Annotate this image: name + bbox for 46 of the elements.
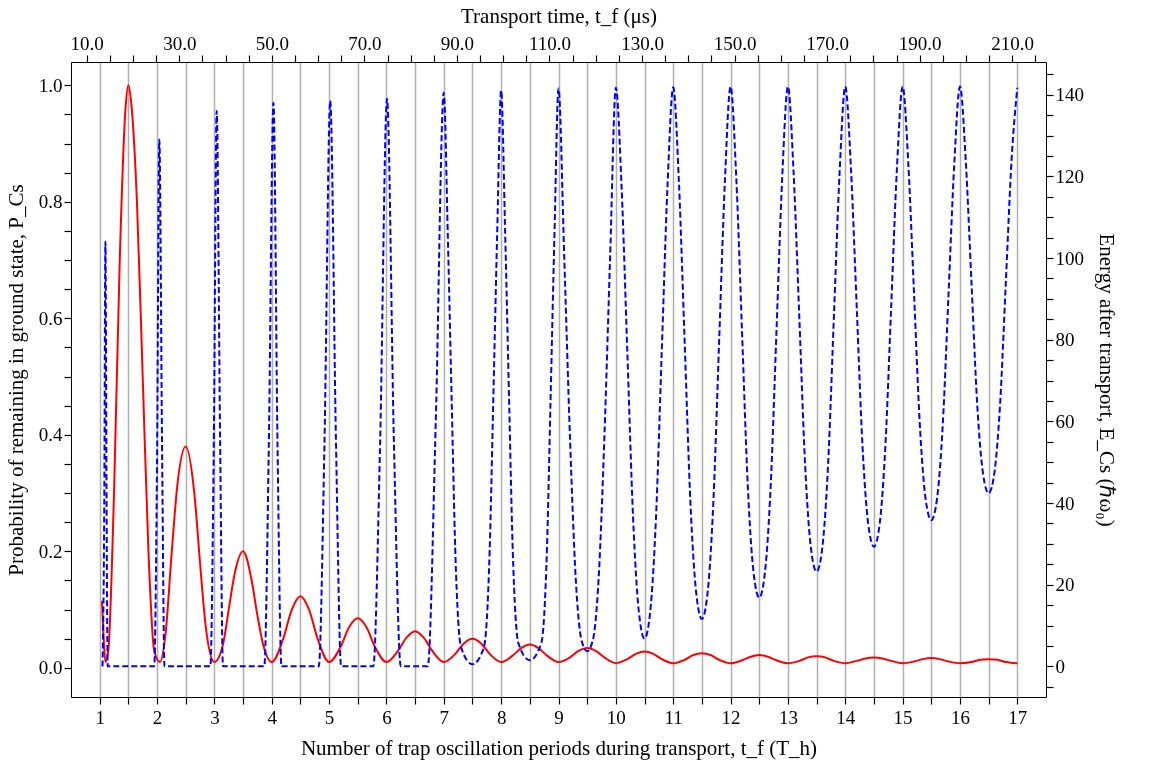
x-tick-label: 6 <box>382 706 392 728</box>
y-tick-label: 0.0 <box>38 657 63 679</box>
x2-tick-label: 210.0 <box>991 32 1035 54</box>
x-tick-label: 14 <box>836 706 856 728</box>
x2-tick-label: 50.0 <box>255 32 289 54</box>
x-tick-label: 4 <box>267 706 278 728</box>
x2-tick-label: 30.0 <box>163 32 197 54</box>
y2-tick-label: 140 <box>1055 84 1084 106</box>
x-tick-label: 5 <box>324 706 335 728</box>
x2-tick-label: 70.0 <box>348 32 382 54</box>
y2-tick-label: 0 <box>1055 655 1065 677</box>
x2-axis-title: Transport time, t_f (μs) <box>461 3 657 28</box>
x-tick-label: 3 <box>210 706 220 728</box>
x-tick-label: 2 <box>152 706 163 728</box>
y-tick-label: 1.0 <box>38 74 63 96</box>
y-tick-label: 0.6 <box>38 307 63 329</box>
x2-tick-label: 90.0 <box>440 32 475 54</box>
x-tick-label: 11 <box>664 706 683 728</box>
x2-tick-label: 110.0 <box>528 32 571 54</box>
x-axis-title: Number of trap oscillation periods during transport, t_f (T_h) <box>300 735 818 760</box>
y-axis-title: Probability of remaining in ground state, P_Cs <box>3 184 28 576</box>
y2-tick-label: 100 <box>1055 247 1084 269</box>
y2-tick-label: 60 <box>1055 410 1075 432</box>
x-tick-label: 17 <box>1008 706 1028 728</box>
y-tick-label: 0.8 <box>38 191 63 213</box>
y2-tick-label: 20 <box>1055 574 1075 596</box>
x2-tick-label: 130.0 <box>621 32 664 54</box>
y-tick-label: 0.2 <box>38 540 63 562</box>
x-tick-label: 8 <box>496 706 507 728</box>
y-tick-label: 0.4 <box>38 424 63 446</box>
x2-tick-label: 150.0 <box>713 32 757 54</box>
x-tick-label: 1 <box>95 706 105 728</box>
x-tick-label: 9 <box>554 706 564 728</box>
y2-tick-label: 80 <box>1055 329 1075 351</box>
x-tick-label: 12 <box>721 706 741 728</box>
x-tick-label: 15 <box>893 706 913 728</box>
x2-tick-label: 10.0 <box>70 32 104 54</box>
x-tick-label: 16 <box>950 706 970 728</box>
x-tick-label: 10 <box>606 706 626 728</box>
x-tick-label: 13 <box>778 706 798 728</box>
y2-tick-label: 120 <box>1055 165 1084 187</box>
y2-tick-label: 40 <box>1055 492 1075 514</box>
x2-tick-label: 190.0 <box>898 32 942 54</box>
x2-tick-label: 170.0 <box>806 32 849 54</box>
x-tick-label: 7 <box>439 706 450 728</box>
y2-axis-title: Energy after transport, E_Cs (ℏω₀) <box>1095 233 1119 527</box>
